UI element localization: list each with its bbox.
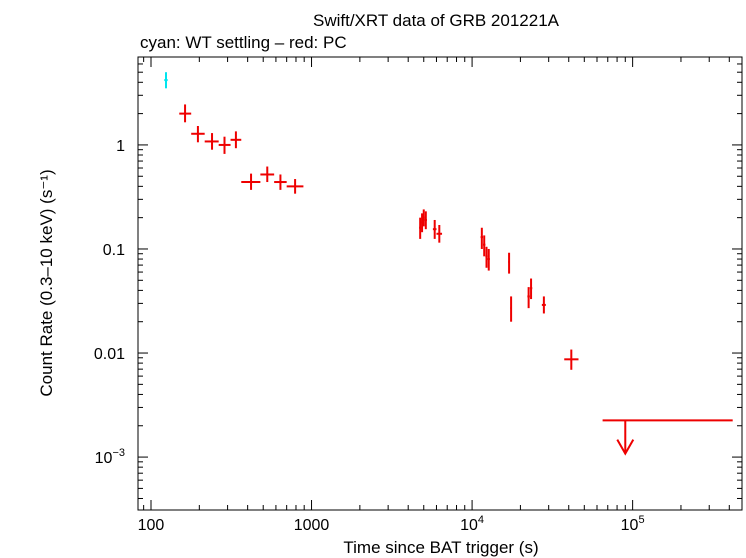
- data-point: [541, 296, 546, 314]
- plot-axes: 100 1000 104 105 1 0.1 0.01 10−3: [94, 56, 743, 534]
- x-axis-label: Time since BAT trigger (s): [343, 538, 538, 557]
- data-points: [164, 72, 733, 456]
- data-point: [480, 227, 484, 249]
- plot-frame: [137, 56, 743, 511]
- data-point: [241, 173, 261, 190]
- upper-limit-arrow-head: [616, 439, 635, 456]
- y-tick-label: 1: [116, 138, 125, 155]
- data-point: [179, 104, 192, 123]
- y-tick-label: 0.1: [103, 242, 125, 259]
- chart-subtitle: cyan: WT settling – red: PC: [140, 33, 347, 52]
- data-point: [483, 235, 486, 257]
- data-point: [487, 248, 490, 271]
- x-tick-label: 1000: [294, 517, 330, 534]
- x-tick-label: 100: [138, 517, 165, 534]
- data-point: [419, 217, 422, 239]
- data-point: [274, 174, 287, 190]
- data-point: [527, 287, 530, 309]
- data-point: [421, 213, 424, 233]
- data-point: [432, 219, 437, 239]
- data-point: [436, 225, 443, 243]
- upper-limit: [602, 419, 733, 456]
- data-point: [422, 209, 425, 227]
- x-tick-label: 105: [621, 514, 645, 534]
- data-point: [508, 252, 511, 274]
- data-point: [564, 349, 579, 370]
- data-point: [424, 211, 427, 230]
- data-point: [485, 246, 488, 268]
- y-axis-label: Count Rate (0.3–10 keV) (s⁻¹): [37, 169, 56, 396]
- y-tick-label: 0.01: [94, 346, 125, 363]
- data-point: [218, 136, 231, 154]
- data-point: [286, 179, 304, 194]
- data-point: [204, 133, 219, 150]
- data-point: [230, 131, 242, 149]
- x-tick-label: 104: [460, 514, 484, 534]
- y-tick-label: 10−3: [95, 447, 125, 467]
- data-point: [191, 126, 205, 143]
- data-point: [510, 296, 513, 322]
- data-point: [164, 72, 168, 89]
- chart-title: Swift/XRT data of GRB 201221A: [313, 11, 560, 30]
- data-point: [529, 278, 533, 300]
- data-point: [260, 166, 275, 183]
